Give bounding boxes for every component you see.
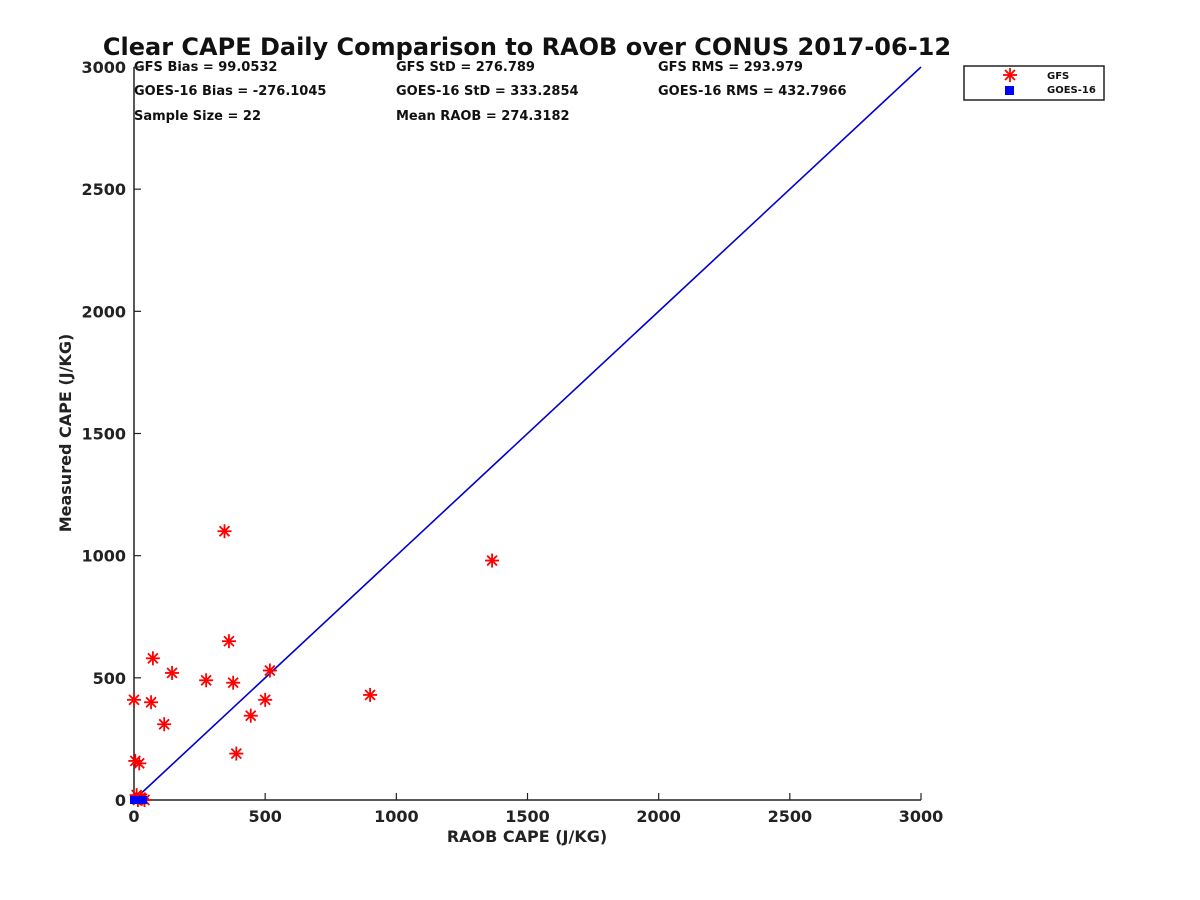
gfs-point bbox=[132, 756, 147, 771]
stat-gfs-rms: GFS RMS = 293.979 bbox=[658, 60, 803, 75]
gfs-point bbox=[217, 524, 232, 539]
data-points bbox=[127, 524, 500, 807]
one-to-one-line bbox=[133, 66, 922, 801]
x-tick-label: 2000 bbox=[636, 807, 681, 826]
x-tick-label: 1500 bbox=[505, 807, 550, 826]
legend-gfs-asterisk bbox=[1003, 68, 1017, 82]
stat-goes-std: GOES-16 StD = 333.2854 bbox=[396, 84, 579, 99]
gfs-point bbox=[262, 663, 277, 678]
gfs-point bbox=[165, 665, 180, 680]
gfs-point bbox=[199, 673, 214, 688]
y-axis-label: Measured CAPE (J/KG) bbox=[56, 334, 75, 533]
y-ticks: 0 500 1000 1500 2000 2500 3000 bbox=[81, 58, 141, 810]
legend-gfs-label: GFS bbox=[1047, 71, 1069, 82]
legend: GFS GOES-16 bbox=[963, 65, 1105, 101]
stat-goes-bias: GOES-16 Bias = -276.1045 bbox=[134, 84, 326, 99]
goes16-point bbox=[139, 796, 148, 804]
gfs-point bbox=[258, 692, 273, 707]
y-tick-label: 2000 bbox=[81, 302, 126, 321]
y-tick-label: 1000 bbox=[81, 547, 126, 566]
y-tick-label: 500 bbox=[93, 669, 126, 688]
gfs-point bbox=[127, 692, 141, 707]
stat-gfs-std: GFS StD = 276.789 bbox=[396, 60, 535, 75]
x-tick-label: 1000 bbox=[374, 807, 419, 826]
gfs-point bbox=[128, 753, 143, 768]
gfs-point bbox=[485, 553, 500, 568]
y-tick-label: 2500 bbox=[81, 180, 126, 199]
gfs-point bbox=[229, 746, 244, 761]
gfs-point bbox=[157, 717, 172, 732]
y-tick-label: 1500 bbox=[81, 425, 126, 444]
gfs-point bbox=[243, 708, 258, 723]
y-tick-label: 0 bbox=[115, 791, 126, 810]
gfs-point bbox=[363, 687, 378, 702]
stat-gfs-bias: GFS Bias = 99.0532 bbox=[134, 60, 277, 75]
gfs-point bbox=[145, 651, 160, 666]
legend-box bbox=[963, 65, 1105, 101]
legend-goes-label: GOES-16 bbox=[1047, 85, 1096, 96]
chart-title: Clear CAPE Daily Comparison to RAOB over… bbox=[103, 33, 951, 61]
y-tick-label: 3000 bbox=[81, 58, 126, 77]
gfs-point bbox=[226, 675, 241, 690]
gfs-point bbox=[221, 634, 236, 649]
x-tick-label: 0 bbox=[128, 807, 139, 826]
x-axis-label: RAOB CAPE (J/KG) bbox=[447, 827, 607, 846]
gfs-point bbox=[144, 695, 159, 710]
legend-goes-marker bbox=[1005, 86, 1014, 95]
stat-mean-raob: Mean RAOB = 274.3182 bbox=[396, 109, 570, 124]
x-tick-label: 3000 bbox=[899, 807, 944, 826]
stat-sample-size: Sample Size = 22 bbox=[134, 109, 261, 124]
x-tick-label: 2500 bbox=[768, 807, 813, 826]
legend-gfs-marker bbox=[1003, 68, 1017, 82]
reference-line bbox=[133, 66, 922, 801]
x-ticks: 0 500 1000 1500 2000 2500 3000 bbox=[128, 793, 943, 826]
stats-block: GFS Bias = 99.0532 GFS StD = 276.789 GFS… bbox=[134, 60, 847, 124]
stat-goes-rms: GOES-16 RMS = 432.7966 bbox=[658, 84, 847, 99]
x-tick-label: 500 bbox=[248, 807, 281, 826]
